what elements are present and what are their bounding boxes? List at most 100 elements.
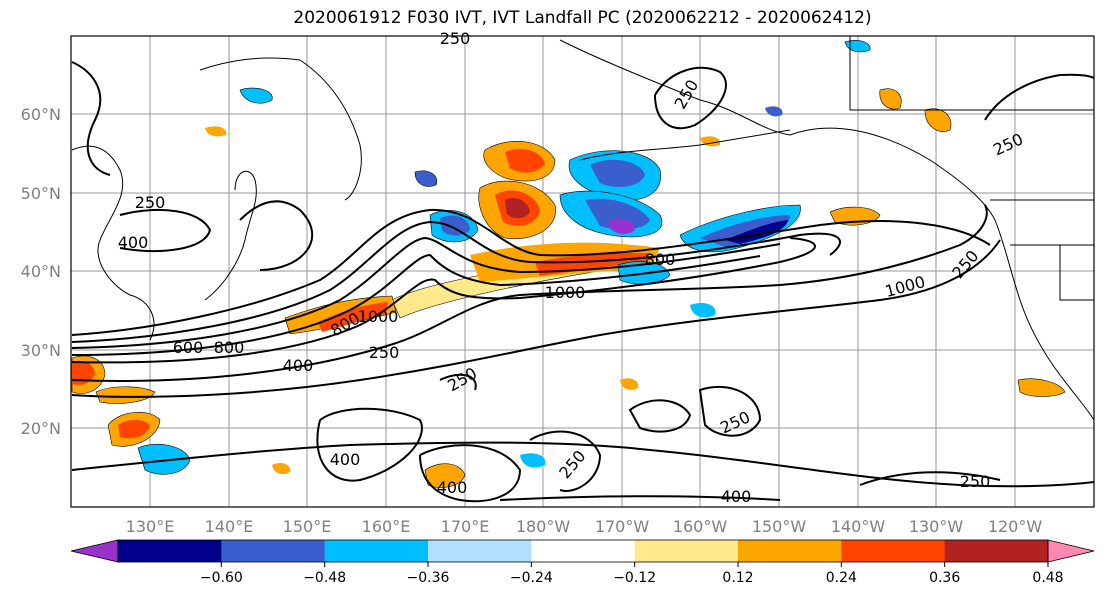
contour-label: 400 bbox=[330, 450, 361, 469]
colorbar-segment bbox=[118, 540, 222, 562]
colorbar-tick-label: −0.12 bbox=[613, 570, 656, 586]
colorbar-tick-label: −0.36 bbox=[407, 570, 450, 586]
contour-label: 400 bbox=[721, 487, 752, 506]
contour-line bbox=[239, 200, 314, 271]
longitude-label: 130°W bbox=[909, 517, 964, 536]
anomaly-fill bbox=[318, 302, 388, 332]
anomaly-fill bbox=[72, 360, 95, 385]
anomaly-fill bbox=[924, 108, 952, 132]
contour-line bbox=[71, 204, 988, 382]
longitude-label: 170°E bbox=[441, 517, 490, 536]
siberia-coastline bbox=[199, 57, 301, 71]
longitude-label: 130°E bbox=[126, 517, 175, 536]
contour-line bbox=[71, 237, 816, 364]
contour-line bbox=[654, 66, 727, 130]
anomaly-fill bbox=[620, 378, 639, 390]
contour-line bbox=[859, 471, 1001, 486]
kamchatka-coastline bbox=[299, 59, 362, 201]
anomaly-fill bbox=[440, 215, 470, 236]
contour-label: 250 bbox=[135, 193, 166, 212]
anomaly-fill bbox=[118, 419, 150, 439]
colorbar-segment bbox=[428, 540, 532, 562]
asia-coastline bbox=[71, 145, 155, 341]
contour-label: 1000 bbox=[358, 307, 399, 326]
contour-line bbox=[71, 441, 1094, 488]
contour-line bbox=[71, 61, 111, 176]
colorbar-tick-label: −0.24 bbox=[510, 570, 553, 586]
contour-line bbox=[529, 430, 602, 492]
colorbar-tick-label: 0.24 bbox=[826, 570, 857, 586]
anomaly-fill bbox=[272, 462, 291, 474]
contour-line bbox=[698, 385, 762, 437]
contour-line bbox=[628, 399, 692, 433]
colorbar-segment bbox=[841, 540, 946, 562]
contour-line bbox=[71, 239, 1001, 398]
anomaly-fill bbox=[1017, 378, 1066, 397]
anomaly-fill bbox=[585, 198, 650, 230]
contour-line bbox=[119, 209, 212, 252]
contour-label: 800 bbox=[214, 338, 245, 357]
anomaly-fill bbox=[590, 159, 645, 187]
colorbar-segment bbox=[738, 540, 842, 562]
colorbar-tick-label: −0.48 bbox=[303, 570, 346, 586]
latitude-label: 50°N bbox=[21, 184, 61, 203]
colorbar-tick-label: −0.60 bbox=[200, 570, 243, 586]
longitude-label: 160°W bbox=[673, 517, 728, 536]
colorbar-min-extension bbox=[70, 539, 119, 563]
japan-coastline bbox=[204, 170, 257, 301]
colorbar-max-extension bbox=[1047, 539, 1095, 563]
anomaly-fill bbox=[690, 303, 716, 318]
ivt-contours bbox=[71, 61, 1094, 503]
contour-label: 250 bbox=[369, 343, 400, 362]
longitude-label: 150°W bbox=[752, 517, 807, 536]
contour-line bbox=[439, 373, 477, 391]
us-state-border bbox=[1010, 244, 1094, 301]
anomaly-fill bbox=[424, 463, 466, 488]
contour-line bbox=[71, 220, 841, 343]
anomaly-fill bbox=[95, 386, 156, 404]
contour-label: 400 bbox=[283, 356, 314, 375]
contour-label: 400 bbox=[118, 233, 149, 252]
latitude-axis: 60°N 50°N 40°N 30°N 20°N bbox=[21, 105, 61, 438]
canada-border bbox=[849, 36, 1094, 111]
contour-line bbox=[984, 73, 1094, 121]
contour-line bbox=[71, 208, 991, 336]
anomaly-fill bbox=[505, 148, 545, 173]
longitude-axis: 130°E 140°E 150°E 160°E 170°E 180°W 170°W 160°W… bbox=[126, 517, 1043, 536]
anomaly-fill bbox=[879, 88, 902, 110]
colorbar-tick-label: 0.48 bbox=[1032, 570, 1063, 586]
contour-label: 1000 bbox=[545, 283, 586, 302]
colorbar: −0.60 −0.48 −0.36 −0.24 −0.12 0.12 0.24 0.36 0.4… bbox=[70, 539, 1095, 586]
latitude-label: 30°N bbox=[21, 341, 61, 360]
contour-line bbox=[71, 236, 781, 349]
longitude-label: 120°W bbox=[988, 517, 1043, 536]
contour-label: 600 bbox=[173, 338, 204, 357]
longitude-label: 170°W bbox=[595, 517, 650, 536]
contour-line bbox=[71, 253, 761, 356]
colorbar-segment bbox=[944, 540, 1049, 562]
contour-line bbox=[419, 444, 522, 503]
latitude-label: 20°N bbox=[21, 419, 61, 438]
coastlines bbox=[71, 36, 1094, 421]
longitude-label: 140°W bbox=[831, 517, 886, 536]
longitude-label: 140°E bbox=[205, 517, 254, 536]
longitude-label: 160°E bbox=[362, 517, 411, 536]
anomaly-fill bbox=[414, 170, 438, 187]
colorbar-segment bbox=[531, 540, 636, 562]
anomaly-fill bbox=[205, 126, 227, 137]
plot-frame bbox=[70, 35, 1095, 508]
longitude-label: 180°W bbox=[516, 517, 571, 536]
alaska-coastline bbox=[559, 39, 1094, 421]
anomaly-fill bbox=[137, 443, 191, 475]
anomaly-fill bbox=[505, 198, 530, 219]
contour-label: 250 bbox=[960, 472, 991, 491]
anomaly-fill bbox=[765, 106, 783, 117]
longitude-label: 150°E bbox=[283, 517, 332, 536]
colorbar-segment bbox=[221, 540, 326, 562]
contour-label: 800 bbox=[645, 250, 676, 269]
colorbar-tick-label: 0.36 bbox=[929, 570, 960, 586]
contour-line bbox=[316, 407, 423, 482]
colorbar-frame bbox=[117, 539, 1049, 563]
